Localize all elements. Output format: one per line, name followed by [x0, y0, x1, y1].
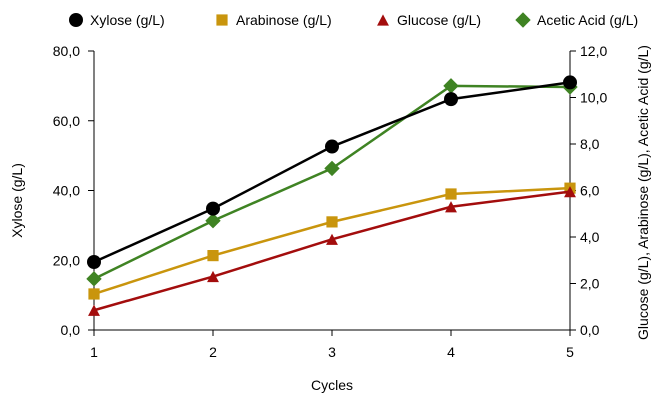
legend: Xylose (g/L) Arabinose (g/L) Glucose (g/L)… [69, 12, 638, 28]
data-point-acetic-acid [443, 78, 458, 93]
legend-label-glucose: Glucose (g/L) [397, 12, 481, 28]
y-left-tick-label: 80,0 [53, 43, 80, 59]
y-left-tick-label: 40,0 [53, 183, 80, 199]
data-point-arabinose [207, 250, 218, 261]
y-right-tick-label: 2,0 [580, 276, 600, 292]
series-line-acetic-acid [94, 86, 570, 279]
data-point-xylose [325, 140, 339, 154]
x-tick-label: 3 [328, 344, 336, 360]
data-point-acetic-acid [86, 271, 101, 286]
data-point-xylose [87, 255, 101, 269]
y-axis-right-title: Glucose (g/L), Arabinose (g/L), Acetic A… [635, 45, 651, 340]
series-layer [86, 75, 577, 315]
series-glucose [88, 186, 576, 316]
y-axis-left-title: Xylose (g/L) [9, 163, 25, 238]
y-left-tick-label: 0,0 [61, 322, 81, 338]
series-acetic-acid [86, 78, 577, 286]
y-right-tick-label: 6,0 [580, 183, 600, 199]
x-tick-label: 5 [566, 344, 574, 360]
data-point-arabinose [88, 288, 99, 299]
data-point-xylose [444, 92, 458, 106]
legend-label-acetic-acid: Acetic Acid (g/L) [537, 12, 638, 28]
data-point-xylose [206, 202, 220, 216]
legend-marker-xylose [69, 13, 83, 27]
legend-marker-acetic-acid [515, 12, 530, 27]
legend-marker-glucose [377, 14, 389, 25]
series-line-glucose [94, 192, 570, 311]
y-right-tick-label: 10,0 [580, 90, 607, 106]
y-right-tick-label: 4,0 [580, 229, 600, 245]
y-left-tick-label: 20,0 [53, 252, 80, 268]
y-right-tick-label: 8,0 [580, 136, 600, 152]
x-tick-label: 2 [209, 344, 217, 360]
data-point-arabinose [326, 216, 337, 227]
x-axis-title: Cycles [311, 377, 353, 393]
y-right-tick-label: 0,0 [580, 322, 600, 338]
x-tick-label: 4 [447, 344, 455, 360]
data-point-arabinose [445, 188, 456, 199]
legend-label-arabinose: Arabinose (g/L) [236, 12, 332, 28]
legend-label-xylose: Xylose (g/L) [90, 12, 165, 28]
y-right-tick-label: 12,0 [580, 43, 607, 59]
data-point-acetic-acid [324, 161, 339, 176]
legend-marker-arabinose [216, 14, 227, 25]
y-left-tick-label: 60,0 [53, 113, 80, 129]
x-tick-label: 1 [90, 344, 98, 360]
data-point-xylose [563, 75, 577, 89]
